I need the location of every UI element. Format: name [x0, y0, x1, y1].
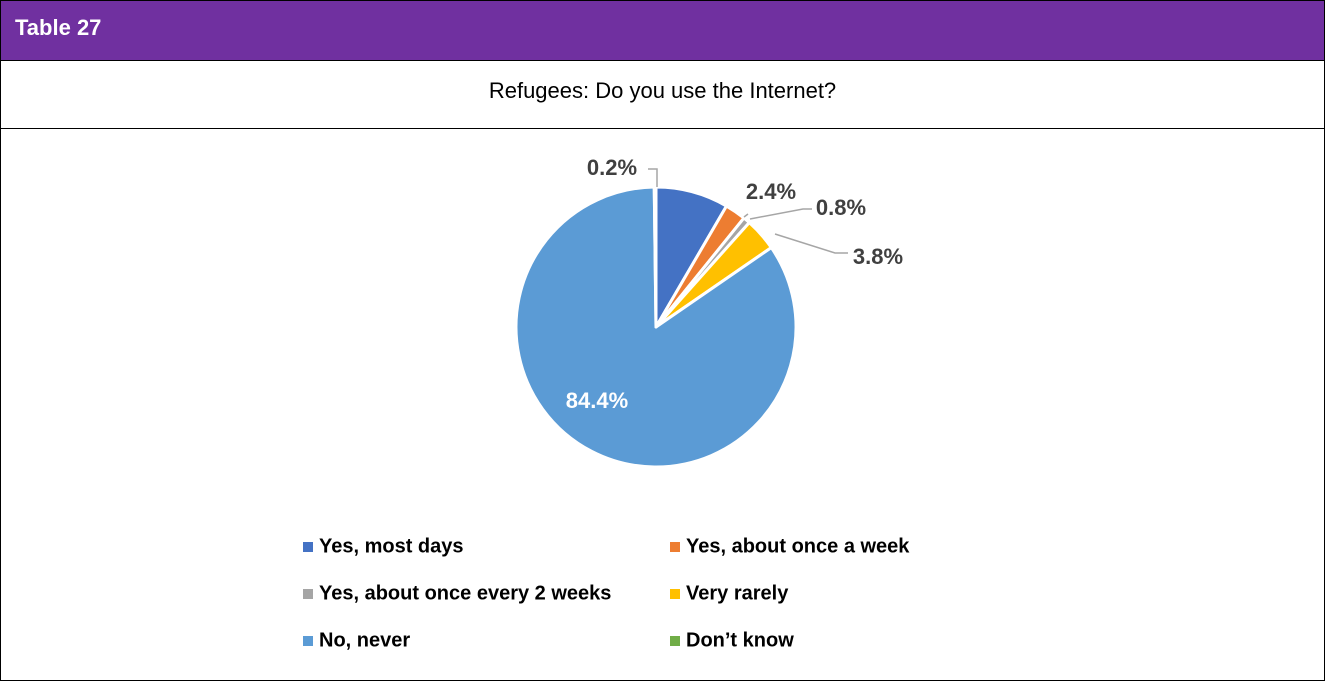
legend-item-yes-most-days: Yes, most days: [303, 535, 464, 557]
legend-label: Don’t know: [686, 629, 794, 651]
data-label-no-never: 84.4%: [566, 388, 628, 413]
leader-line-yes-about-once-every-2-weeks: [749, 208, 812, 220]
legend-label: Yes, most days: [319, 535, 464, 557]
leader-line-yes-about-once-a-week: [743, 213, 749, 218]
legend-item-very-rarely: Very rarely: [670, 582, 789, 604]
leader-line-don-t-know: [648, 168, 658, 187]
leader-line-very-rarely: [774, 233, 848, 254]
legend-item-yes-about-once-a-week: Yes, about once a week: [670, 535, 910, 557]
data-label-don-t-know: 0.2%: [587, 155, 637, 180]
pie-slice-don-t-know: [652, 185, 658, 329]
data-label-yes-about-once-a-week: 2.4%: [746, 179, 796, 204]
chart-caption-row: Refugees: Do you use the Internet?: [1, 61, 1324, 129]
legend-swatch: [670, 542, 680, 552]
legend-item-yes-about-once-every-2-weeks: Yes, about once every 2 weeks: [303, 582, 611, 604]
legend-swatch: [303, 542, 313, 552]
legend-label: Very rarely: [686, 582, 789, 604]
legend-swatch: [303, 589, 313, 599]
data-label-very-rarely: 3.8%: [853, 244, 903, 269]
legend-item-no-never: No, never: [303, 629, 410, 651]
table-title: Table 27: [15, 15, 102, 40]
legend-label: Yes, about once every 2 weeks: [319, 582, 611, 604]
legend-label: Yes, about once a week: [686, 535, 910, 557]
chart-title: Refugees: Do you use the Internet?: [488, 78, 837, 103]
legend-swatch: [670, 589, 680, 599]
legend-label: No, never: [319, 629, 410, 651]
data-label-yes-about-once-every-2-weeks: 0.8%: [816, 195, 866, 220]
table-header: Table 27: [1, 1, 1324, 61]
legend-item-don-t-know: Don’t know: [670, 629, 794, 651]
legend-swatch: [670, 636, 680, 646]
legend-swatch: [303, 636, 313, 646]
